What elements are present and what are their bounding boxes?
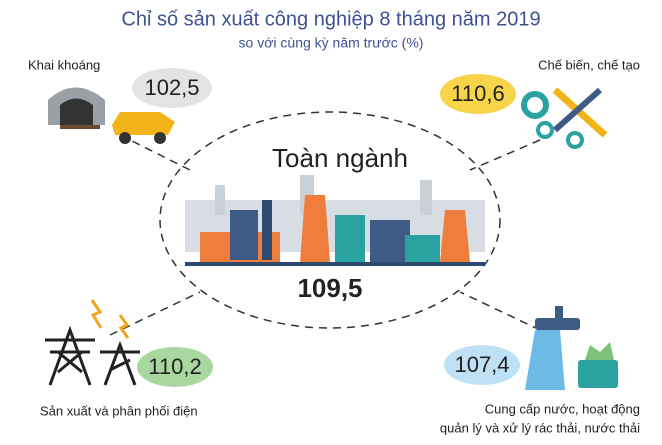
sector-value: 102,5 (144, 75, 199, 100)
center-ellipse (159, 111, 501, 329)
connector (459, 291, 541, 331)
value-bubble (440, 74, 516, 114)
connector (469, 139, 541, 171)
title: Chỉ số sản xuất công nghiệp 8 tháng năm … (121, 8, 540, 30)
subtitle: so với cùng kỳ năm trước (%) (239, 35, 424, 51)
sector-label: Sản xuất và phân phối điện (40, 403, 198, 418)
mining-icon (48, 87, 175, 144)
sector-value: 110,6 (451, 81, 504, 106)
pylon-icon (45, 299, 140, 386)
value-bubble (137, 347, 213, 387)
water-icon (525, 306, 618, 390)
value-bubble (132, 68, 212, 108)
sector-label: Cung cấp nước, hoạt động (485, 401, 640, 416)
sector-value: 110,2 (148, 354, 201, 379)
sector-label: quản lý và xử lý rác thải, nước thải (440, 420, 640, 435)
value-bubble (444, 345, 520, 385)
sector-label: Chế biến, chế tạo (538, 57, 640, 72)
center-value: 109,5 (297, 273, 362, 303)
sector-value: 107,4 (454, 352, 509, 377)
tools-icon (521, 87, 608, 149)
sector-label: Khai khoáng (28, 57, 100, 72)
factory-icon (185, 175, 485, 266)
center-label: Toàn ngành (272, 143, 408, 173)
connector (109, 291, 201, 336)
